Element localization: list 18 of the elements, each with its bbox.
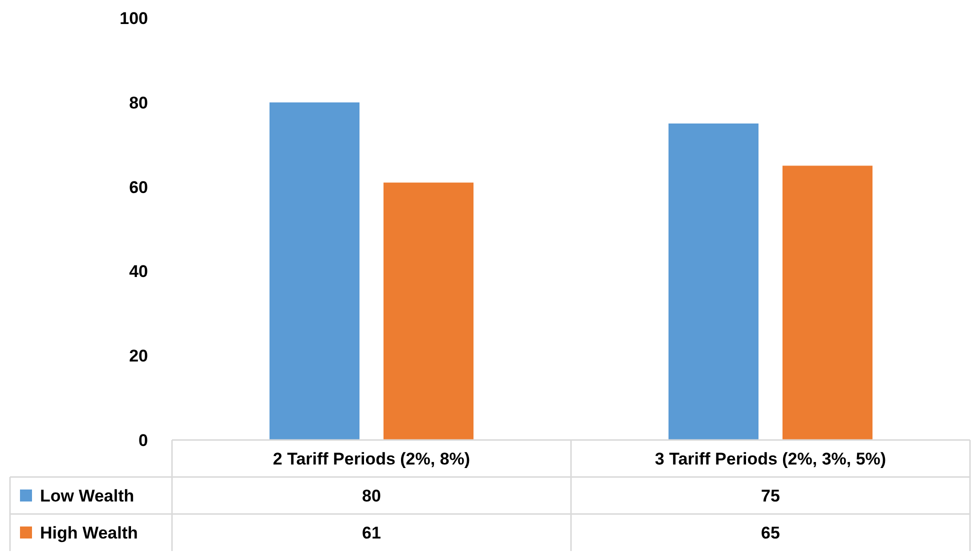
x-tick-label: 3 Tariff Periods (2%, 3%, 5%) [654, 449, 886, 468]
data-label: 61 [362, 523, 381, 542]
data-label: 75 [761, 486, 780, 506]
y-tick-label: 80 [129, 93, 148, 112]
y-tick-label: 0 [138, 430, 148, 450]
y-tick-label: 20 [129, 346, 148, 366]
legend-label: Low Wealth [40, 486, 134, 506]
y-tick-label: 60 [129, 178, 148, 197]
x-tick-label: 2 Tariff Periods (2%, 8%) [272, 449, 470, 468]
y-tick-label: 40 [129, 262, 148, 282]
data-label: 80 [362, 486, 381, 506]
data-label: 65 [761, 523, 780, 542]
bar [782, 166, 872, 440]
bar [270, 102, 360, 440]
legend-label: High Wealth [40, 523, 138, 542]
y-tick-label: 100 [120, 8, 148, 28]
bar [668, 124, 758, 440]
bar [384, 182, 474, 440]
